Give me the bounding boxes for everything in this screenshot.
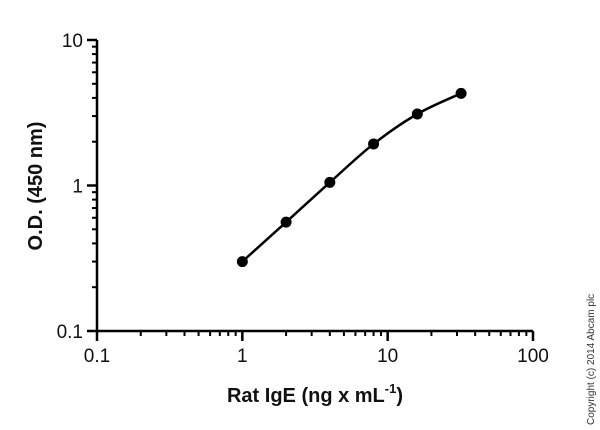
y-tick-label: 0.1 xyxy=(57,322,83,343)
x-axis-title: Rat IgE (ng x mL-1) xyxy=(227,381,403,407)
x-tick-label: 0.1 xyxy=(84,346,110,367)
x-tick-label: 1 xyxy=(237,346,248,367)
copyright-notice: Copyright (c) 2014 Abcam plc xyxy=(586,293,597,425)
y-axis: 0.1 1 10 xyxy=(57,31,99,343)
fitted-curve xyxy=(241,92,462,263)
data-point-marker xyxy=(236,256,248,268)
data-point-marker xyxy=(455,87,467,99)
x-tick-label: 10 xyxy=(377,346,398,367)
data-points xyxy=(236,87,467,268)
x-axis: 0.1 1 10 100 xyxy=(84,329,549,367)
y-axis-title: O.D. (450 nm) xyxy=(25,122,47,251)
data-point-marker xyxy=(324,176,336,188)
y-tick-label: 10 xyxy=(62,31,83,52)
data-point-marker xyxy=(280,216,292,228)
x-tick-label: 100 xyxy=(517,346,549,367)
y-tick-label: 1 xyxy=(72,177,83,198)
data-point-marker xyxy=(368,138,380,150)
data-point-marker xyxy=(411,108,423,120)
